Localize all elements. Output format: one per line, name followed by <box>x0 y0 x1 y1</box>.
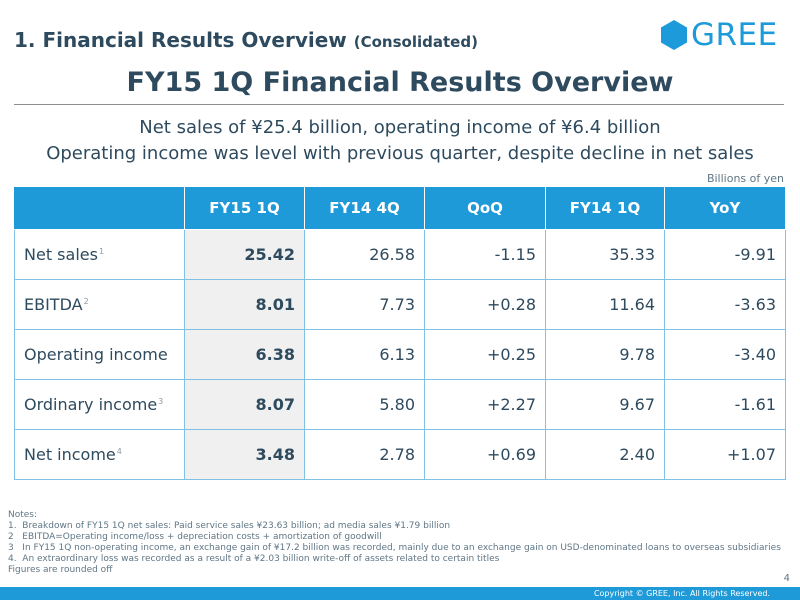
notes-heading: Notes: <box>8 510 38 520</box>
cell-fy14-1q: 9.67 <box>545 379 665 430</box>
row-label-text: Net sales <box>24 245 98 264</box>
note-item: 4. An extraordinary loss was recorded as… <box>8 554 500 564</box>
note-item: 1. Breakdown of FY15 1Q net sales: Paid … <box>8 521 451 531</box>
table-row: Operating income 6.38 6.13 +0.25 9.78 -3… <box>14 329 786 380</box>
summary-line-1: Net sales of ¥25.4 billion, operating in… <box>139 117 661 138</box>
header-cell-qoq: QoQ <box>424 186 546 230</box>
cell-fy15-1q: 8.07 <box>184 379 305 430</box>
cell-yoy: -1.61 <box>664 379 786 430</box>
footer-bar: Copyright © GREE, Inc. All Rights Reserv… <box>0 587 800 600</box>
cell-qoq: +0.69 <box>424 429 546 480</box>
summary-line-2: Operating income was level with previous… <box>46 143 754 164</box>
cell-fy15-1q: 3.48 <box>184 429 305 480</box>
cell-qoq: -1.15 <box>424 229 546 280</box>
header-cell-yoy: YoY <box>664 186 786 230</box>
table-row: Ordinary income3 8.07 5.80 +2.27 9.67 -1… <box>14 379 786 430</box>
section-title: 1. Financial Results Overview (Consolida… <box>14 28 478 52</box>
cell-yoy: -9.91 <box>664 229 786 280</box>
cell-fy14-4q: 26.58 <box>304 229 425 280</box>
cell-fy14-4q: 6.13 <box>304 329 425 380</box>
cell-fy14-1q: 2.40 <box>545 429 665 480</box>
row-label: Net income4 <box>14 429 185 480</box>
cell-yoy: +1.07 <box>664 429 786 480</box>
hexagon-logo-icon <box>661 20 687 50</box>
footnotes: Notes: 1. Breakdown of FY15 1Q net sales… <box>8 510 781 576</box>
cell-qoq: +0.28 <box>424 279 546 330</box>
footnote-marker: 3 <box>158 396 164 406</box>
row-label-text: Operating income <box>24 345 168 364</box>
table-row: Net sales1 25.42 26.58 -1.15 35.33 -9.91 <box>14 229 786 280</box>
table-row: EBITDA2 8.01 7.73 +0.28 11.64 -3.63 <box>14 279 786 330</box>
cell-yoy: -3.40 <box>664 329 786 380</box>
title-divider <box>14 104 784 105</box>
cell-qoq: +2.27 <box>424 379 546 430</box>
cell-fy14-4q: 7.73 <box>304 279 425 330</box>
cell-fy14-1q: 11.64 <box>545 279 665 330</box>
header-cell-fy15-1q: FY15 1Q <box>184 186 305 230</box>
page-number: 4 <box>783 573 790 584</box>
page-title: FY15 1Q Financial Results Overview <box>126 67 674 98</box>
notes-footer: Figures are rounded off <box>8 565 113 575</box>
header-cell-label <box>14 186 185 230</box>
header-cell-fy14-4q: FY14 4Q <box>304 186 425 230</box>
footnote-marker: 1 <box>98 246 105 256</box>
row-label: Net sales1 <box>14 229 185 280</box>
units-label: Billions of yen <box>706 172 784 185</box>
gree-logo: GREE <box>661 17 781 54</box>
cell-fy14-1q: 9.78 <box>545 329 665 380</box>
cell-fy14-4q: 2.78 <box>304 429 425 480</box>
footnote-marker: 2 <box>83 296 89 306</box>
cell-fy15-1q: 8.01 <box>184 279 305 330</box>
header-cell-fy14-1q: FY14 1Q <box>545 186 665 230</box>
note-item: 3 In FY15 1Q non-operating income, an ex… <box>8 543 781 553</box>
cell-yoy: -3.63 <box>664 279 786 330</box>
table-header-row: FY15 1Q FY14 4Q QoQ FY14 1Q YoY <box>14 186 786 230</box>
row-label-text: EBITDA <box>24 295 83 314</box>
footnote-marker: 4 <box>116 446 122 456</box>
cell-fy14-1q: 35.33 <box>545 229 665 280</box>
financial-results-table: FY15 1Q FY14 4Q QoQ FY14 1Q YoY Net sale… <box>14 186 786 480</box>
copyright-text: Copyright © GREE, Inc. All Rights Reserv… <box>593 589 770 598</box>
cell-fy15-1q: 25.42 <box>184 229 305 280</box>
table-row: Net income4 3.48 2.78 +0.69 2.40 +1.07 <box>14 429 786 480</box>
row-label-text: Ordinary income <box>24 395 158 414</box>
row-label: Operating income <box>14 329 185 380</box>
section-subtitle: (Consolidated) <box>353 33 478 51</box>
row-label: Ordinary income3 <box>14 379 185 430</box>
section-title-text: 1. Financial Results Overview <box>14 28 347 52</box>
cell-fy15-1q: 6.38 <box>184 329 305 380</box>
row-label: EBITDA2 <box>14 279 185 330</box>
note-item: 2 EBITDA=Operating income/loss + depreci… <box>8 532 382 542</box>
row-label-text: Net income <box>24 445 116 464</box>
logo-wordmark: GREE <box>691 17 778 53</box>
cell-fy14-4q: 5.80 <box>304 379 425 430</box>
cell-qoq: +0.25 <box>424 329 546 380</box>
